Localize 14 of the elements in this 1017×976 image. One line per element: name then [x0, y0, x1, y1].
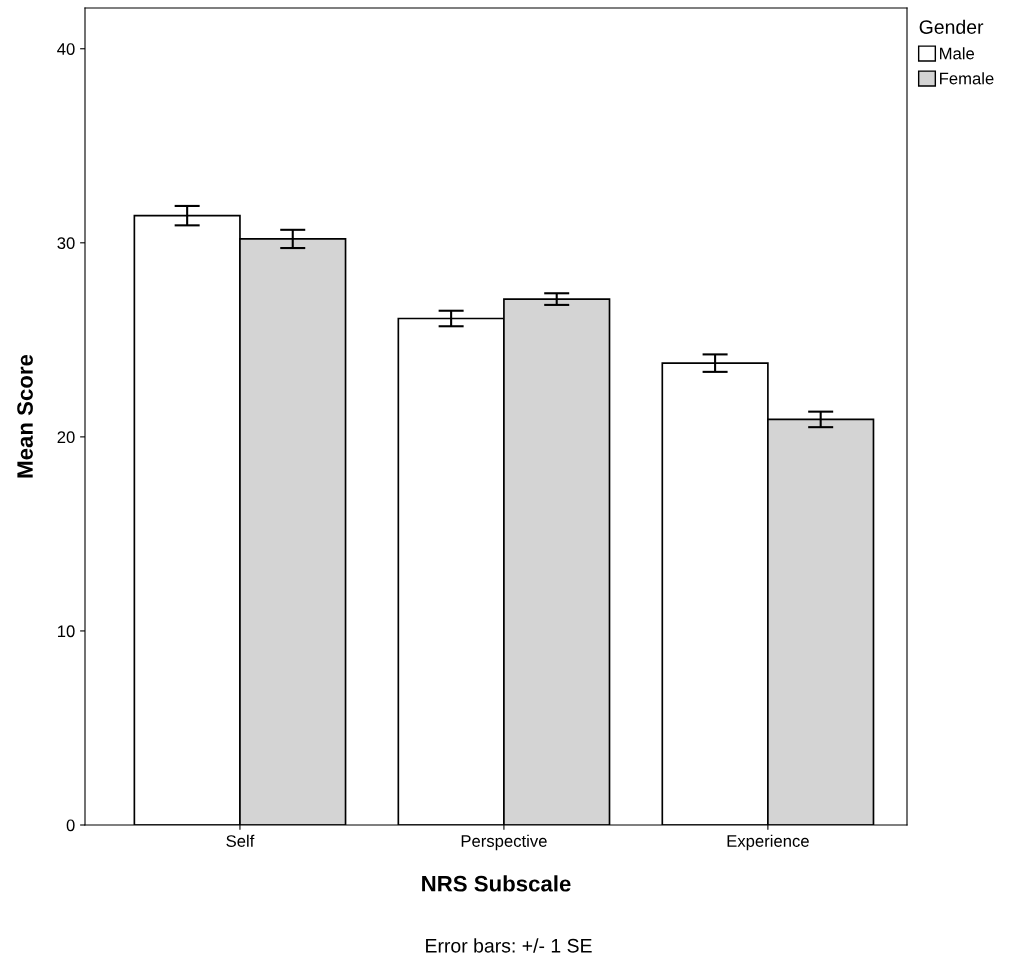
- x-tick-label: Self: [226, 834, 255, 847]
- y-tick-label: 30: [57, 237, 75, 250]
- y-tick-label: 20: [57, 431, 75, 444]
- x-axis-title: NRS Subscale: [422, 875, 571, 892]
- y-axis-title: Mean Score: [17, 354, 33, 478]
- x-tick-label: Perspective: [461, 834, 547, 851]
- x-tick-label: Experience: [727, 834, 809, 851]
- text: Error bars: +/- 1 SE: [426, 938, 592, 953]
- legend-label: Female: [940, 72, 994, 85]
- y-tick-label: 0: [66, 819, 75, 832]
- y-tick-label: 10: [58, 625, 75, 638]
- legend-title: Gender: [919, 19, 984, 34]
- y-tick-label: 40: [57, 43, 75, 55]
- legend-label: Male: [940, 47, 975, 60]
